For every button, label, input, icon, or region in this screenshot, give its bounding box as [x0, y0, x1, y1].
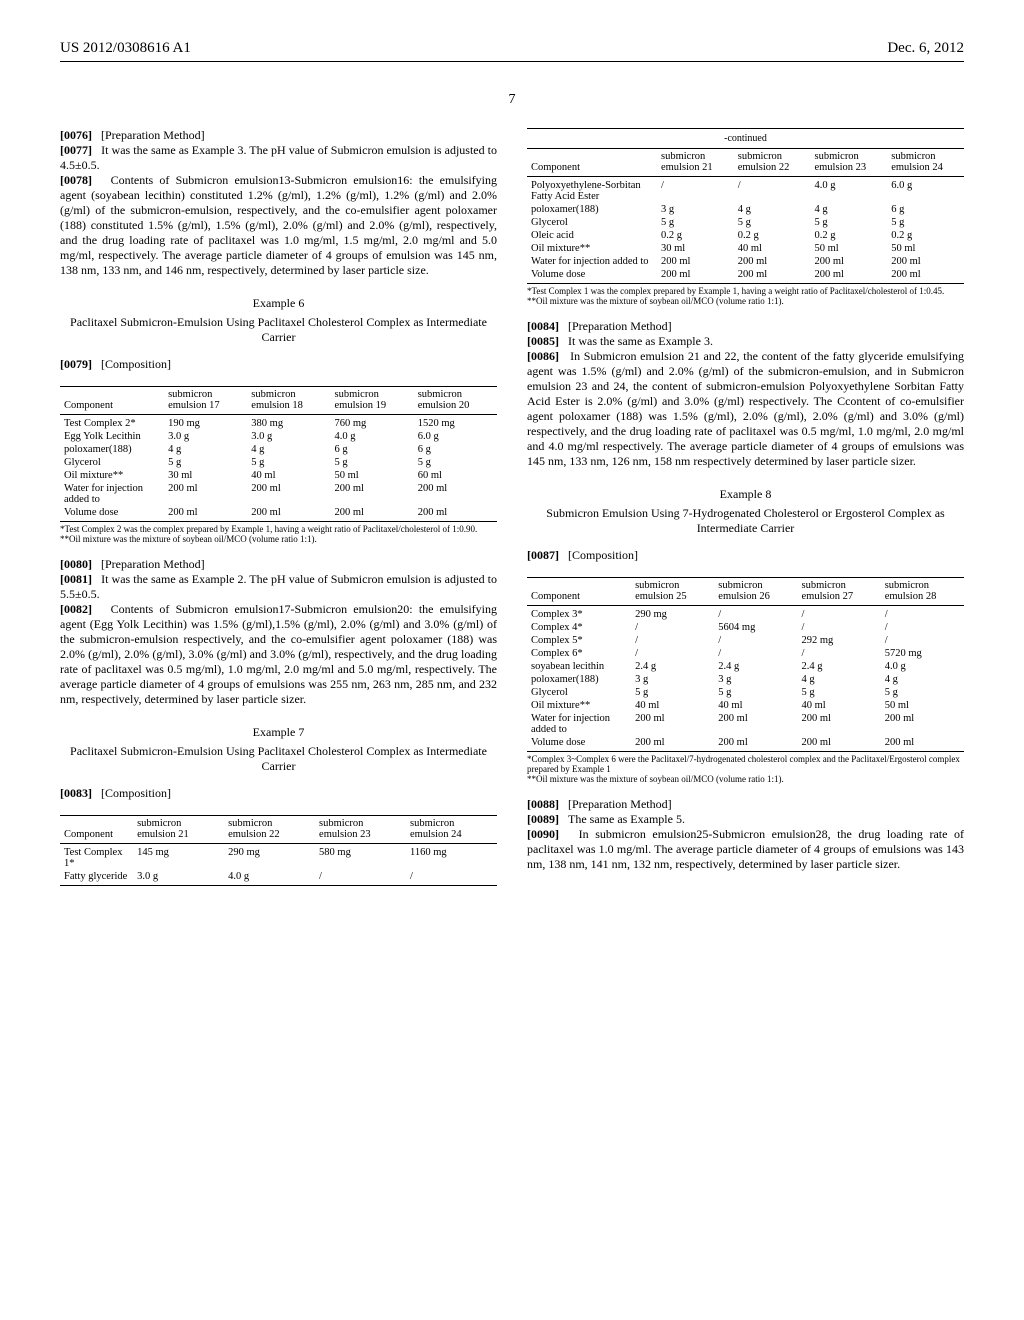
table-row: Complex 4*/5604 mg// — [527, 621, 964, 634]
paragraph-84: [0084] [Preparation Method] — [527, 319, 964, 334]
paragraph-88: [0088] [Preparation Method] — [527, 797, 964, 812]
paragraph-76: [0076] [Preparation Method] — [60, 128, 497, 143]
paragraph-79: [0079] [Composition] — [60, 357, 497, 372]
table-row: Test Complex 1*145 mg290 mg580 mg1160 mg — [60, 843, 497, 870]
table-row: Test Complex 2*190 mg380 mg760 mg1520 mg — [60, 415, 497, 431]
table-row: Volume dose200 ml200 ml200 ml200 ml — [527, 736, 964, 752]
table-row: Water for injection added to200 ml200 ml… — [527, 712, 964, 736]
table-6-footnote: *Test Complex 2 was the complex prepared… — [60, 524, 497, 545]
example-8-subtitle: Submicron Emulsion Using 7-Hydrogenated … — [527, 506, 964, 536]
table-row: Oleic acid0.2 g0.2 g0.2 g0.2 g — [527, 229, 964, 242]
table-example-8: Component submicron emulsion 25 submicro… — [527, 577, 964, 752]
table-row: Volume dose200 ml200 ml200 ml200 ml — [60, 506, 497, 522]
paragraph-78: [0078] Contents of Submicron emulsion13-… — [60, 173, 497, 278]
page-header: US 2012/0308616 A1 Dec. 6, 2012 — [60, 40, 964, 62]
table-row: Water for injection added to200 ml200 ml… — [527, 255, 964, 268]
table-row: Oil mixture**30 ml40 ml50 ml60 ml — [60, 469, 497, 482]
table-row: Complex 3*290 mg/// — [527, 605, 964, 621]
table-row: poloxamer(188)4 g4 g6 g6 g — [60, 443, 497, 456]
table-row: Egg Yolk Lecithin3.0 g3.0 g4.0 g6.0 g — [60, 430, 497, 443]
left-column: [0076] [Preparation Method] [0077] It wa… — [60, 128, 497, 888]
paragraph-81: [0081] It was the same as Example 2. The… — [60, 572, 497, 602]
table-row: poloxamer(188)3 g4 g4 g6 g — [527, 203, 964, 216]
paragraph-85: [0085] It was the same as Example 3. — [527, 334, 964, 349]
table-row: Complex 5*//292 mg/ — [527, 634, 964, 647]
paragraph-82: [0082] Contents of Submicron emulsion17-… — [60, 602, 497, 707]
table-row: Complex 6*///5720 mg — [527, 647, 964, 660]
page-number: 7 — [60, 92, 964, 108]
two-column-layout: [0076] [Preparation Method] [0077] It wa… — [60, 128, 964, 888]
paragraph-77: [0077] It was the same as Example 3. The… — [60, 143, 497, 173]
paragraph-80: [0080] [Preparation Method] — [60, 557, 497, 572]
paragraph-86: [0086] In Submicron emulsion 21 and 22, … — [527, 349, 964, 469]
paragraph-90: [0090] In submicron emulsion25-Submicron… — [527, 827, 964, 872]
table-example-7a: Component submicron emulsion 21 submicro… — [60, 815, 497, 886]
paragraph-89: [0089] The same as Example 5. — [527, 812, 964, 827]
table-8-footnote: *Complex 3~Complex 6 were the Paclitaxel… — [527, 754, 964, 785]
patent-date: Dec. 6, 2012 — [887, 40, 964, 57]
paragraph-83: [0083] [Composition] — [60, 786, 497, 801]
patent-number: US 2012/0308616 A1 — [60, 40, 191, 57]
example-7-title: Example 7 — [60, 725, 497, 740]
table-row: Glycerol5 g5 g5 g5 g — [527, 216, 964, 229]
example-6-subtitle: Paclitaxel Submicron-Emulsion Using Pacl… — [60, 315, 497, 345]
paragraph-87: [0087] [Composition] — [527, 548, 964, 563]
table-row: poloxamer(188)3 g3 g4 g4 g — [527, 673, 964, 686]
table-row: Glycerol5 g5 g5 g5 g — [60, 456, 497, 469]
table-example-6: Component submicron emulsion 17 submicro… — [60, 386, 497, 522]
table-row: Water for injection added to200 ml200 ml… — [60, 482, 497, 506]
right-column: -continued Component submicron emulsion … — [527, 128, 964, 888]
table-row: Polyoxyethylene-Sorbitan Fatty Acid Este… — [527, 177, 964, 204]
example-7-subtitle: Paclitaxel Submicron-Emulsion Using Pacl… — [60, 744, 497, 774]
table-7-footnote: *Test Complex 1 was the complex prepared… — [527, 286, 964, 307]
table-row: Volume dose200 ml200 ml200 ml200 ml — [527, 268, 964, 284]
continued-label: -continued — [527, 133, 964, 144]
table-row: Fatty glyceride3.0 g4.0 g// — [60, 870, 497, 886]
example-8-title: Example 8 — [527, 487, 964, 502]
table-row: Glycerol5 g5 g5 g5 g — [527, 686, 964, 699]
example-6-title: Example 6 — [60, 296, 497, 311]
table-example-7b: Component submicron emulsion 21 submicro… — [527, 148, 964, 284]
table-row: soyabean lecithin2.4 g2.4 g2.4 g4.0 g — [527, 660, 964, 673]
table-row: Oil mixture**30 ml40 ml50 ml50 ml — [527, 242, 964, 255]
table-row: Oil mixture**40 ml40 ml40 ml50 ml — [527, 699, 964, 712]
